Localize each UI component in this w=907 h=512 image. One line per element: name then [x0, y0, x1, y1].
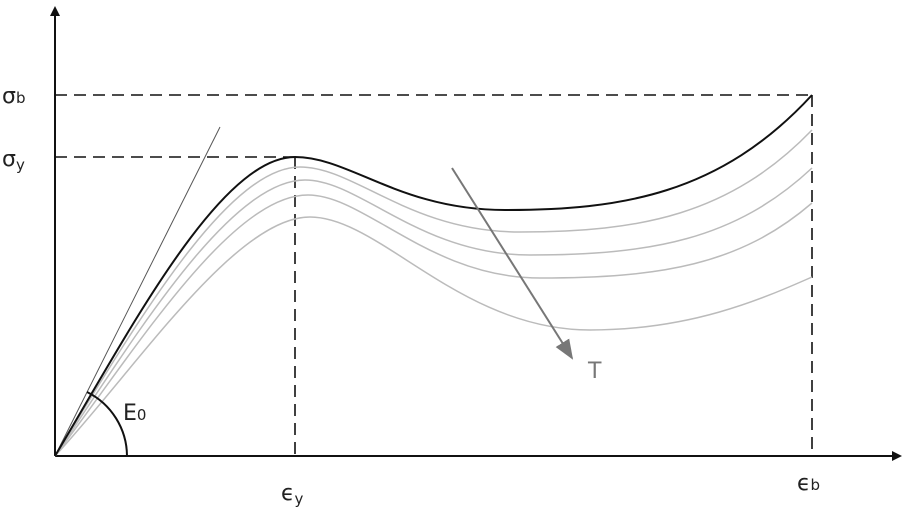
- subscript: y: [16, 156, 25, 174]
- symbol: ϵ: [281, 481, 295, 506]
- subscript: y: [295, 490, 304, 508]
- tangent-line: [54, 126, 221, 457]
- temperature-curves: [54, 129, 813, 457]
- subscript: b: [811, 476, 821, 494]
- symbol: E: [123, 401, 137, 426]
- main-curve: [54, 94, 813, 457]
- epsilon-y-label: ϵy: [281, 481, 304, 508]
- modulus-label: E0: [123, 401, 146, 426]
- symbol: σ: [2, 147, 16, 172]
- temperature-label: T: [587, 359, 602, 384]
- symbol: σ: [2, 84, 16, 109]
- subscript: b: [16, 89, 26, 107]
- sigma-y-label: σy: [2, 147, 25, 174]
- epsilon-b-label: ϵb: [797, 471, 820, 496]
- angle-arc: [86, 391, 128, 457]
- guide-lines: [55, 94, 813, 456]
- subscript: 0: [137, 406, 147, 424]
- sigma-b-label: σb: [2, 84, 25, 109]
- symbol: ϵ: [797, 471, 811, 496]
- temperature-arrow: [451, 167, 574, 360]
